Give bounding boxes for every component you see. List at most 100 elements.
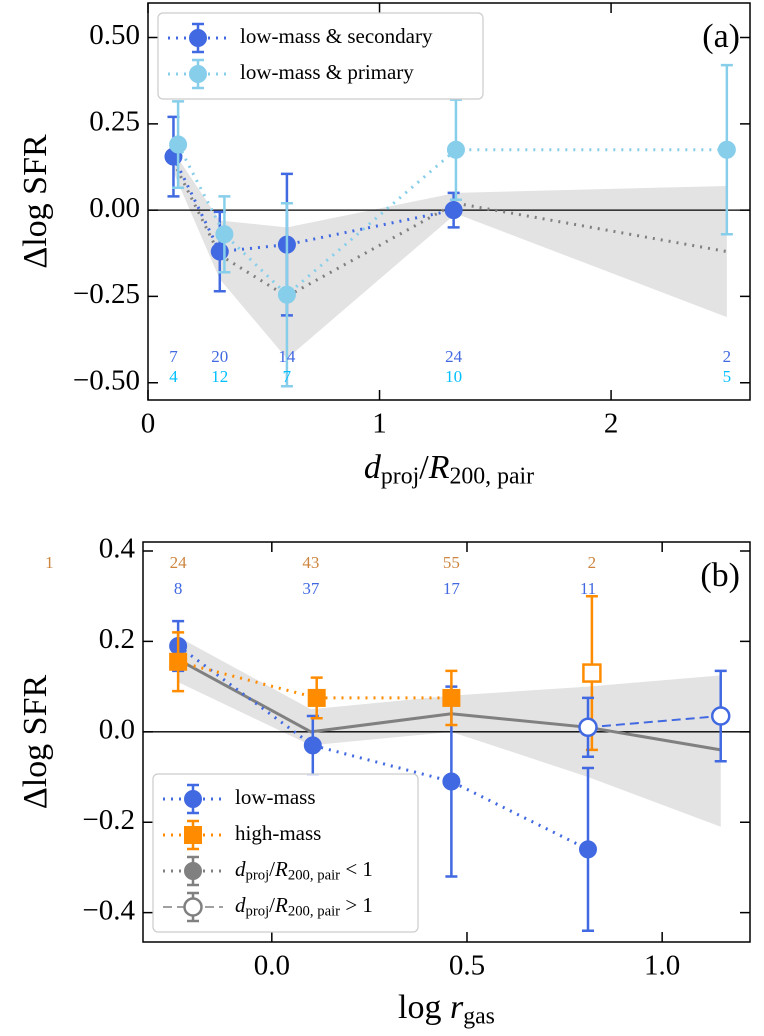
legend-marker bbox=[183, 897, 203, 917]
count-label: 37 bbox=[302, 579, 320, 598]
y-tick-label: 0.2 bbox=[99, 623, 135, 655]
x-tick-label: 1.0 bbox=[644, 950, 680, 982]
count-label: 7 bbox=[169, 347, 178, 366]
label-part: < 1 bbox=[340, 857, 373, 881]
x-tick-label: 0 bbox=[141, 408, 156, 440]
label-part: R bbox=[274, 857, 288, 881]
count-label: 11 bbox=[580, 579, 596, 598]
y-tick-label: −0.4 bbox=[82, 894, 135, 926]
label-part: d bbox=[235, 893, 246, 917]
legend-label: low-mass & primary bbox=[240, 60, 414, 84]
data-point bbox=[169, 135, 188, 154]
legend-marker bbox=[189, 65, 207, 83]
data-point bbox=[579, 840, 598, 859]
x-tick-label: 0.0 bbox=[254, 950, 290, 982]
data-point bbox=[215, 225, 234, 244]
label-part: low-mass bbox=[235, 785, 316, 809]
data-point bbox=[303, 736, 322, 755]
count-label: 17 bbox=[443, 579, 461, 598]
legend-label: dproj/R200, pair > 1 bbox=[235, 893, 373, 920]
label-part: d bbox=[364, 449, 382, 486]
label-part: proj bbox=[246, 904, 270, 920]
y-tick-label: 0.4 bbox=[99, 533, 136, 565]
legend-label: low-mass bbox=[235, 785, 316, 809]
data-point bbox=[307, 688, 326, 707]
count-label: 5 bbox=[723, 367, 732, 386]
legend-label: dproj/R200, pair < 1 bbox=[235, 857, 373, 884]
legend-box bbox=[152, 773, 419, 933]
label-part: / bbox=[269, 893, 275, 917]
y-tick-label: 0.0 bbox=[99, 713, 135, 745]
data-point bbox=[717, 140, 736, 159]
x-axis-label: log rgas bbox=[398, 989, 495, 1030]
legend-box bbox=[157, 12, 484, 100]
y-tick-label: −0.25 bbox=[73, 278, 140, 310]
label-part: R bbox=[274, 893, 288, 917]
count-label: 2 bbox=[723, 347, 732, 366]
data-point bbox=[582, 663, 602, 683]
count-label: 1 bbox=[45, 553, 54, 572]
y-tick-label: −0.50 bbox=[73, 364, 140, 396]
label-part: > 1 bbox=[340, 893, 373, 917]
count-label: 55 bbox=[443, 553, 460, 572]
data-point bbox=[442, 688, 461, 707]
count-label: 24 bbox=[445, 347, 463, 366]
legend-marker bbox=[184, 862, 202, 880]
count-label: 2 bbox=[588, 553, 597, 572]
plot-frame bbox=[142, 541, 751, 943]
count-label: 14 bbox=[278, 347, 296, 366]
label-part: r bbox=[450, 989, 464, 1026]
label-part: / bbox=[269, 857, 275, 881]
y-tick-label: 0.50 bbox=[89, 19, 140, 51]
y-axis-label: Δlog SFR bbox=[17, 134, 54, 269]
label-part: d bbox=[235, 857, 246, 881]
label-part: low-mass & primary bbox=[240, 60, 414, 84]
data-point bbox=[710, 706, 731, 726]
count-label: 8 bbox=[174, 579, 183, 598]
x-axis-label: dproj/R200, pair bbox=[364, 449, 534, 490]
count-label: 12 bbox=[211, 367, 228, 386]
data-point bbox=[277, 285, 296, 304]
count-label: 20 bbox=[211, 347, 228, 366]
data-point bbox=[446, 140, 465, 159]
count-label: 43 bbox=[302, 553, 319, 572]
data-point bbox=[444, 201, 463, 220]
plot-frame bbox=[147, 2, 751, 401]
label-part: low-mass & secondary bbox=[240, 24, 433, 48]
legend-marker bbox=[189, 29, 207, 47]
series-line bbox=[587, 715, 721, 729]
label-part: high-mass bbox=[235, 821, 321, 845]
x-tick-label: 1 bbox=[372, 408, 387, 440]
label-part: 200, pair bbox=[288, 904, 340, 920]
data-point bbox=[210, 242, 229, 261]
data-point bbox=[578, 717, 598, 738]
annotation: (b) bbox=[700, 557, 740, 594]
legend-label: low-mass & secondary bbox=[240, 24, 433, 48]
label-part: gas bbox=[463, 1004, 495, 1030]
label-part: proj bbox=[381, 464, 419, 490]
count-label: 10 bbox=[445, 367, 462, 386]
y-tick-label: 0.25 bbox=[89, 105, 140, 137]
y-axis-label: Δlog SFR bbox=[17, 675, 54, 810]
x-tick-label: 0.5 bbox=[449, 950, 485, 982]
label-part: / bbox=[419, 449, 429, 486]
legend-marker bbox=[184, 826, 202, 844]
count-label: 7 bbox=[283, 367, 292, 386]
data-point bbox=[169, 652, 188, 671]
annotation: (a) bbox=[702, 18, 740, 55]
legend-marker bbox=[184, 790, 202, 808]
legend-label: high-mass bbox=[235, 821, 321, 845]
x-tick-label: 2 bbox=[604, 408, 619, 440]
data-point bbox=[442, 772, 461, 791]
series-line bbox=[177, 660, 452, 700]
label-part: 200, pair bbox=[449, 464, 534, 490]
count-label: 24 bbox=[170, 553, 188, 572]
label-part: log bbox=[398, 989, 450, 1026]
confidence-band bbox=[173, 151, 727, 359]
label-part: proj bbox=[246, 868, 270, 884]
y-tick-label: 0.00 bbox=[89, 192, 140, 224]
label-part: 200, pair bbox=[288, 868, 340, 884]
count-label: 4 bbox=[169, 367, 178, 386]
label-part: R bbox=[428, 449, 450, 486]
